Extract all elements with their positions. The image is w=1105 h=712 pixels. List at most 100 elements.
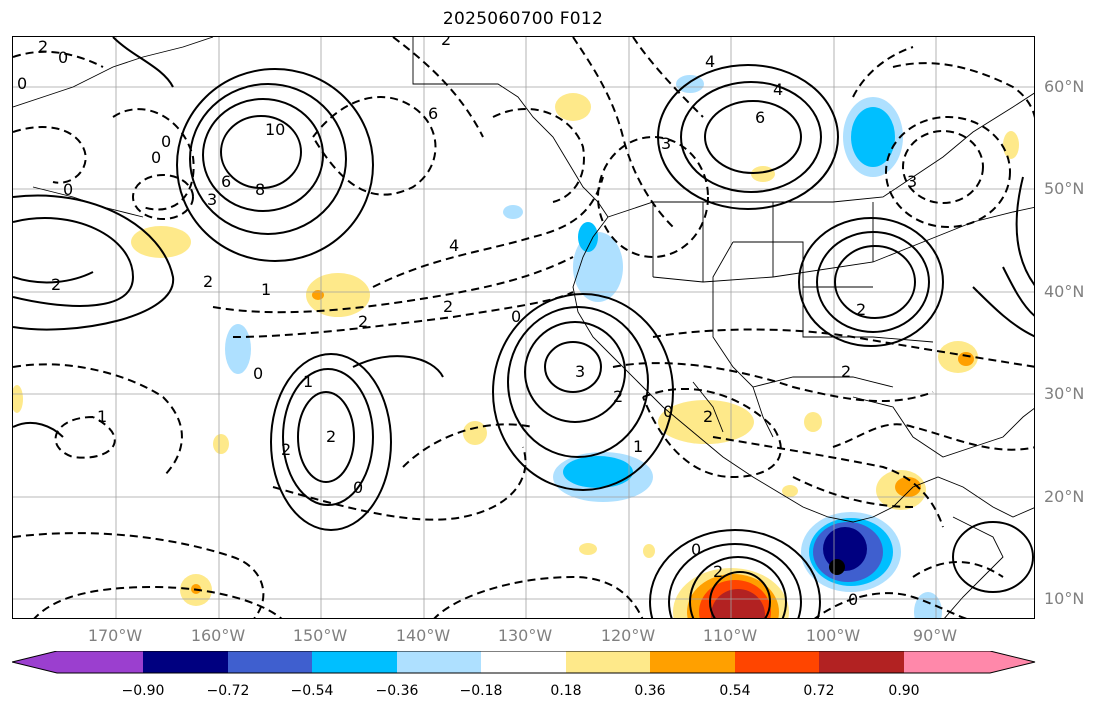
colorbar-tick-label: −0.18 xyxy=(459,683,503,699)
colorbar-segment xyxy=(819,651,904,673)
positive-anomaly-area xyxy=(306,273,370,317)
negative-anomaly-area xyxy=(914,592,942,618)
contour-label: 1 xyxy=(261,280,271,299)
contour-label: 2 xyxy=(613,387,623,406)
colorbar-tick-label: 0.90 xyxy=(888,683,920,699)
lon-label: 90°W xyxy=(912,626,958,645)
colorbar-segment xyxy=(735,651,819,673)
contour-label: 2 xyxy=(326,427,336,446)
positive-anomaly-area xyxy=(463,421,487,445)
negative-anomaly-area xyxy=(563,456,633,488)
solid-contours xyxy=(13,37,1034,618)
colorbar-tick-label: −0.72 xyxy=(206,683,250,699)
contour-label: 2 xyxy=(856,300,866,319)
contour-label: 6 xyxy=(221,172,231,191)
map-panel: 2 0 0 0 2 2 0 1 3 0 6 8 10 4 6 4 2 2 2 0… xyxy=(12,36,1035,619)
colorbar xyxy=(12,651,1036,674)
contour-label: 0 xyxy=(353,478,363,497)
lat-label: 60°N xyxy=(1044,77,1085,96)
positive-anomaly-area xyxy=(658,400,754,444)
contour-label: 2 xyxy=(703,407,713,426)
contour-label: 2 xyxy=(203,272,213,291)
negative-anomaly-area xyxy=(225,324,251,374)
contour-label: 0 xyxy=(151,148,161,167)
contour-label: 0 xyxy=(253,364,263,383)
colorbar-segment xyxy=(650,651,735,673)
colorbar-tick-label: 0.72 xyxy=(803,683,835,699)
contour-label: 3 xyxy=(207,190,217,209)
lon-label: 160°W xyxy=(190,626,246,645)
contour-label: 0 xyxy=(63,180,73,199)
positive-anomaly-area xyxy=(13,385,23,413)
negative-anomaly-area xyxy=(503,205,523,219)
colorbar-tick-label: −0.36 xyxy=(375,683,419,699)
positive-anomaly-area xyxy=(751,166,775,182)
contour-label: 0 xyxy=(663,402,673,421)
colorbar-segment xyxy=(397,651,481,673)
contour-label: 0 xyxy=(691,540,701,559)
negative-anomaly-area xyxy=(578,222,598,252)
contour-label: 0 xyxy=(511,307,521,326)
lat-label: 50°N xyxy=(1044,179,1085,198)
contour-label: 4 xyxy=(705,52,715,71)
colorbar-segment xyxy=(481,651,566,673)
positive-anomaly-area xyxy=(555,93,591,121)
positive-anomaly-area xyxy=(312,290,324,300)
contour-label: 2 xyxy=(38,37,48,56)
contour-label: 8 xyxy=(255,180,265,199)
lat-label: 20°N xyxy=(1044,487,1085,506)
contour-label: 3 xyxy=(661,134,671,153)
colorbar-segment xyxy=(566,651,650,673)
colorbar-tick-label: 0.18 xyxy=(550,683,582,699)
contour-label: 2 xyxy=(443,297,453,316)
contour-label: 3 xyxy=(907,172,917,191)
positive-anomaly-area xyxy=(579,543,597,555)
colorbar-tick-label: −0.54 xyxy=(290,683,334,699)
colorbar-segment xyxy=(12,651,143,673)
contour-labels: 2 0 0 0 2 2 0 1 3 0 6 8 10 4 6 4 2 2 2 0… xyxy=(17,37,917,609)
colorbar-segment xyxy=(228,651,312,673)
positive-anomaly-area xyxy=(1003,131,1019,159)
positive-anomaly-area xyxy=(711,589,765,618)
negative-anomaly-area xyxy=(851,107,895,167)
lon-label: 120°W xyxy=(600,626,656,645)
colorbar-tick-label: 0.36 xyxy=(634,683,666,699)
lat-label: 10°N xyxy=(1044,589,1085,608)
positive-anomaly-area xyxy=(958,352,974,366)
lon-label: 150°W xyxy=(292,626,348,645)
lon-label: 130°W xyxy=(497,626,553,645)
lat-label: 30°N xyxy=(1044,384,1085,403)
colorbar-segment xyxy=(904,651,1035,673)
contour-label: 3 xyxy=(575,362,585,381)
map-canvas: 2 0 0 0 2 2 0 1 3 0 6 8 10 4 6 4 2 2 2 0… xyxy=(13,37,1034,618)
contour-label: 2 xyxy=(841,362,851,381)
contour-label: 4 xyxy=(449,236,459,255)
lon-label: 140°W xyxy=(395,626,451,645)
contour-label: 4 xyxy=(773,80,783,99)
positive-anomaly-area xyxy=(895,477,921,497)
positive-anomaly-area xyxy=(213,434,229,454)
contour-label: 6 xyxy=(428,104,438,123)
dashed-contours xyxy=(13,37,1034,618)
plot-title: 2025060700 F012 xyxy=(442,9,604,29)
contour-label: 1 xyxy=(97,407,107,426)
positive-anomaly-area xyxy=(643,544,655,558)
contour-label: 2 xyxy=(713,562,723,581)
contour-label: 2 xyxy=(281,440,291,459)
contour-label: 1 xyxy=(303,372,313,391)
positive-anomaly-area xyxy=(804,412,822,432)
lon-label: 110°W xyxy=(702,626,758,645)
colorbar-tick-label: −0.90 xyxy=(121,683,165,699)
contour-label: 2 xyxy=(358,312,368,331)
lat-label: 40°N xyxy=(1044,282,1085,301)
contour-label: 0 xyxy=(17,74,27,93)
colorbar-segment xyxy=(312,651,397,673)
contour-label: 0 xyxy=(161,132,171,151)
lon-label: 100°W xyxy=(805,626,861,645)
contour-label: 2 xyxy=(441,37,451,49)
colorbar-tick-label: 0.54 xyxy=(719,683,751,699)
contour-label: 1 xyxy=(633,437,643,456)
colorbar-segment xyxy=(143,651,228,673)
contour-label: 2 xyxy=(51,275,61,294)
graticule xyxy=(13,37,1034,618)
